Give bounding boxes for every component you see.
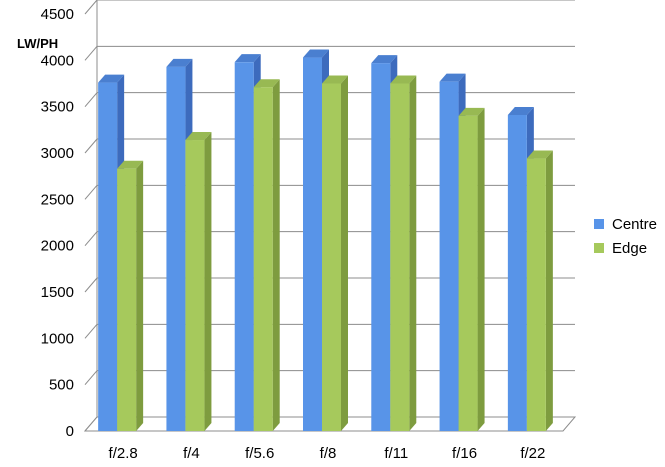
legend: Centre Edge [594, 212, 657, 260]
bar-edge-6-front [526, 158, 546, 431]
bar-centre-1-front [166, 66, 186, 431]
bar-centre-4-top [371, 55, 398, 64]
bar-edge-2-side [272, 79, 280, 431]
bar-edge-2-top [253, 79, 280, 88]
legend-swatch-edge [594, 243, 604, 253]
bar-centre-1-top [166, 58, 193, 67]
legend-label-edge: Edge [612, 239, 648, 257]
bar-edge-1 [185, 132, 212, 431]
gridline-diag [84, 185, 98, 200]
bar-centre-5-front [439, 81, 459, 431]
gridline-diag [84, 92, 98, 107]
gridline-diag [84, 231, 98, 246]
y-tick-label: 4000 [41, 52, 74, 69]
bars [98, 49, 553, 432]
bar-centre-2-top [234, 54, 261, 63]
bar-edge-4 [390, 75, 417, 431]
bar-centre-2-front [234, 62, 254, 431]
bar-edge-5-top [458, 107, 485, 116]
x-tick-label: f/5.6 [245, 445, 274, 462]
legend-item-centre: Centre [594, 212, 657, 236]
y-tick-label: 1500 [41, 284, 74, 301]
bar-edge-5 [458, 107, 485, 431]
bar-edge-3 [322, 75, 348, 431]
y-tick-label: 4500 [41, 6, 74, 23]
bar-edge-1-front [185, 140, 205, 431]
y-tick-label: 3500 [41, 99, 74, 116]
bar-edge-4-front [390, 83, 410, 431]
y-tick-label: 2500 [41, 191, 74, 208]
bar-centre-3-top [303, 49, 329, 58]
bar-edge-0-front [117, 168, 137, 431]
x-tick-label: f/8 [320, 445, 337, 462]
x-axis-ticks: f/2.8 f/4 f/5.6 f/8 f/11 f/16 f/22 [109, 445, 546, 462]
bar-centre-6-top [507, 107, 534, 116]
x-tick-label: f/4 [183, 445, 200, 462]
bar-edge-3-side [341, 75, 348, 431]
y-tick-label: 0 [66, 423, 74, 440]
bar-edge-2-front [253, 87, 273, 431]
legend-item-edge: Edge [594, 236, 657, 260]
bar-edge-0-top [117, 160, 144, 169]
gridline-diag [84, 277, 98, 293]
legend-swatch-centre [594, 219, 604, 229]
y-axis-ticks: 0 500 1000 1500 2000 2500 3000 3500 4000 4500 [41, 6, 74, 440]
bar-centre-4-front [371, 63, 391, 431]
bar-edge-4-top [390, 75, 417, 84]
x-tick-label: f/11 [384, 445, 408, 462]
bar-centre-6-front [507, 115, 527, 432]
x-tick-label: f/2.8 [109, 445, 138, 462]
bar-edge-2 [253, 79, 280, 431]
bar-edge-3-top [322, 75, 348, 84]
bar-edge-1-side [204, 132, 212, 431]
gridline-diag [84, 324, 98, 339]
bar-edge-0-side [136, 160, 144, 431]
bar-centre-0-front [98, 82, 118, 431]
bar-edge-4-side [409, 75, 417, 431]
bar-edge-1-top [185, 132, 212, 141]
x-tick-label: f/16 [452, 445, 477, 462]
y-axis-label: LW/PH [17, 36, 58, 51]
y-tick-label: 2000 [41, 238, 74, 255]
y-tick-label: 500 [49, 377, 74, 394]
y-tick-label: 3000 [41, 145, 74, 162]
y-tick-label: 1000 [41, 330, 74, 347]
x-tick-label: f/22 [520, 445, 545, 462]
bar-edge-3-front [322, 83, 341, 431]
gridline-diag [84, 370, 98, 385]
bar-edge-5-side [477, 107, 485, 431]
bar-edge-0 [117, 160, 144, 431]
bar-edge-5-front [458, 115, 478, 431]
legend-label-centre: Centre [612, 215, 658, 233]
bar-edge-6-top [526, 150, 553, 159]
bar-centre-0-top [98, 74, 125, 83]
bar-centre-5-top [439, 73, 466, 82]
gridline-diag [84, 46, 98, 61]
gridline-diag [84, 138, 98, 154]
gridline-diag [84, 0, 98, 15]
bar-edge-6 [526, 150, 553, 431]
bar-edge-6-side [545, 150, 553, 431]
bar-centre-3-front [303, 57, 322, 431]
